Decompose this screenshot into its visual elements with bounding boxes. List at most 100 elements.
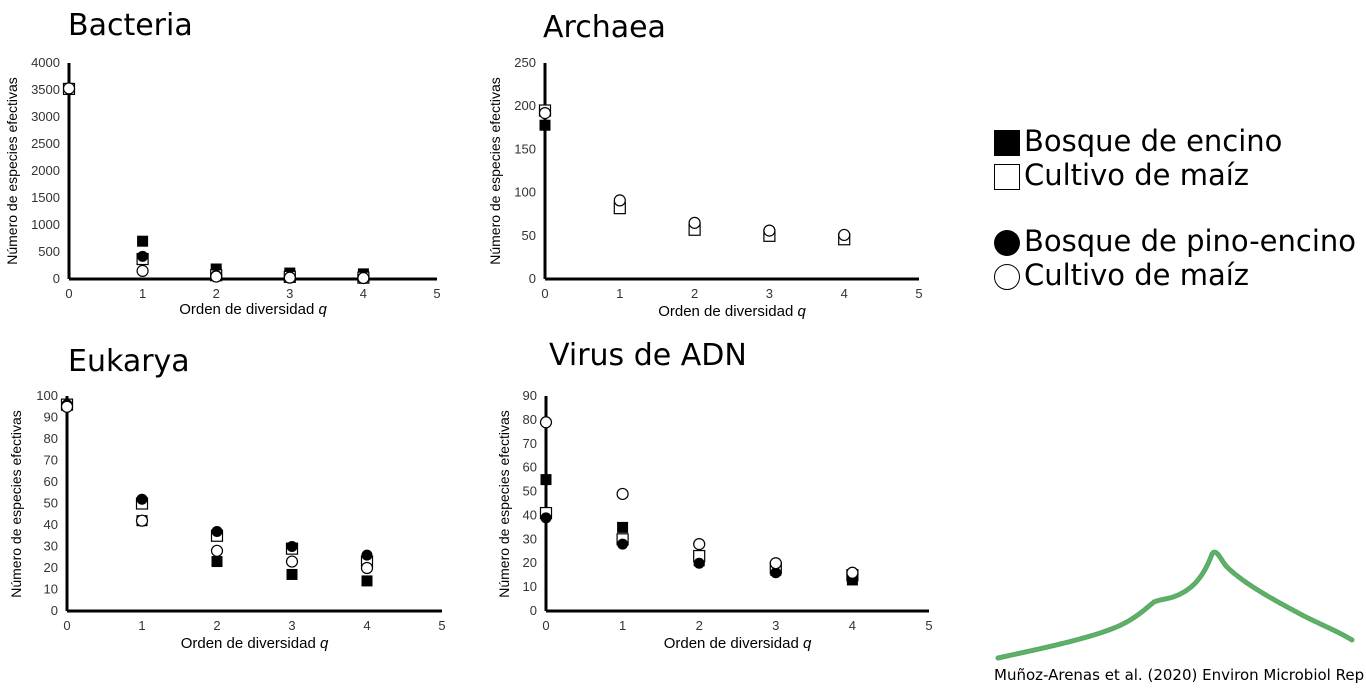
chart-title: Bacteria xyxy=(68,8,193,43)
x-tick-label: 2 xyxy=(696,618,703,633)
open-circle-marker xyxy=(283,271,296,284)
decorative-curve xyxy=(995,549,1355,661)
filled-circle-marker xyxy=(540,512,552,524)
y-tick-label: 40 xyxy=(44,517,58,532)
y-tick-label: 70 xyxy=(44,453,58,468)
x-tick-label: 1 xyxy=(619,618,626,633)
x-tick-label: 5 xyxy=(433,286,440,301)
y-tick-label: 20 xyxy=(44,560,58,575)
y-tick-label: 70 xyxy=(523,436,537,451)
filled-circle-marker xyxy=(137,250,149,262)
open-circle-marker xyxy=(846,566,859,579)
x-tick-label: 5 xyxy=(438,618,445,633)
y-tick-label: 2500 xyxy=(31,136,60,151)
x-tick-label: 2 xyxy=(213,286,220,301)
open-circle-marker xyxy=(210,270,223,283)
filled-circle-marker xyxy=(617,538,629,550)
x-tick-label: 2 xyxy=(691,286,698,301)
chart-title: Virus de ADN xyxy=(549,338,747,373)
open-circle-marker xyxy=(769,557,782,570)
x-tick-label: 5 xyxy=(925,618,932,633)
y-tick-label: 4000 xyxy=(31,55,60,70)
y-tick-label: 60 xyxy=(44,474,58,489)
x-axis-label: Orden de diversidad q xyxy=(664,635,812,652)
x-tick-label: 4 xyxy=(849,618,856,633)
x-tick-label: 0 xyxy=(65,286,72,301)
open-circle-marker xyxy=(693,538,706,551)
open-circle-marker xyxy=(360,561,374,575)
y-tick-label: 500 xyxy=(38,244,60,259)
legend-label: Cultivo de maíz xyxy=(1024,258,1250,292)
filled-square-marker xyxy=(210,263,222,275)
y-tick-label: 100 xyxy=(514,185,536,200)
chart-panel-virus: Virus de ADN 0 1 2 3 4 5 0 10 20 30 40 50 60 70 80 90 Or… xyxy=(496,338,933,652)
filled-square-marker xyxy=(539,119,551,131)
decorative-curve-graphic xyxy=(995,549,1355,661)
x-axis-label: Orden de diversidad q xyxy=(179,301,327,318)
y-axis-label: Número de especies efectivas xyxy=(487,77,503,265)
y-tick-label: 150 xyxy=(514,141,536,156)
y-tick-label: 30 xyxy=(523,531,537,546)
y-tick-label: 2000 xyxy=(31,163,60,178)
y-tick-label: 40 xyxy=(523,507,537,522)
y-tick-label: 250 xyxy=(514,55,536,70)
y-tick-label: 10 xyxy=(44,582,58,597)
y-tick-label: 50 xyxy=(522,228,536,243)
open-circle-marker xyxy=(613,194,626,207)
y-tick-label: 90 xyxy=(523,388,537,403)
decorative-curve-core xyxy=(997,551,1353,659)
filled-circle-marker xyxy=(361,549,373,561)
chart-panel-bacteria: Bacteria 0 1 2 3 4 5 0 500 1000 1500 2000 2500 3000 3… xyxy=(0,0,470,330)
filled-square-marker xyxy=(361,575,373,587)
y-axis-label: Número de especies efectivas xyxy=(496,410,512,598)
open-circle-marker xyxy=(135,514,149,527)
y-tick-label: 3500 xyxy=(31,82,60,97)
y-tick-label: 0 xyxy=(530,603,537,618)
y-tick-label: 3000 xyxy=(31,109,60,124)
x-tick-label: 3 xyxy=(286,286,293,301)
open-circle-marker xyxy=(688,216,701,229)
filled-circle-marker xyxy=(286,541,298,552)
open-circle-marker xyxy=(357,271,370,285)
filled-circle-marker xyxy=(211,525,223,537)
x-tick-label: 2 xyxy=(213,618,220,633)
open-circle-marker xyxy=(838,228,851,242)
x-tick-label: 0 xyxy=(542,618,549,633)
x-tick-label: 4 xyxy=(841,286,848,301)
y-tick-label: 90 xyxy=(44,410,58,425)
y-tick-label: 1000 xyxy=(31,217,60,232)
chart-title: Archaea xyxy=(543,10,666,45)
filled-square-marker xyxy=(286,568,298,580)
filled-square-marker xyxy=(137,235,149,247)
y-tick-label: 100 xyxy=(36,388,58,403)
x-tick-label: 0 xyxy=(541,286,548,301)
filled-square-icon xyxy=(994,130,1020,156)
citation: Muñoz-Arenas et al. (2020) Environ Micro… xyxy=(994,666,1365,684)
chart-panel-eukarya: Eukarya 0 1 2 3 4 5 0 10 20 30 40 50 60 70 80 90 100 Orde… xyxy=(0,0,470,688)
y-tick-label: 80 xyxy=(523,412,537,427)
y-tick-label: 1500 xyxy=(31,190,60,205)
x-tick-label: 3 xyxy=(772,618,779,633)
filled-circle-marker xyxy=(770,567,782,579)
y-axis-label: Número de especies efectivas xyxy=(8,410,24,598)
filled-circle-icon xyxy=(994,230,1020,256)
open-circle-marker xyxy=(539,416,553,429)
open-circle-marker xyxy=(538,107,552,120)
open-circle-marker xyxy=(210,544,224,557)
y-tick-label: 200 xyxy=(514,98,536,113)
x-axis-label: Orden de diversidad q xyxy=(181,635,329,652)
x-tick-label: 4 xyxy=(360,286,367,301)
open-square-icon xyxy=(994,164,1020,190)
x-tick-label: 4 xyxy=(363,618,370,633)
open-circle-marker xyxy=(136,264,149,277)
x-tick-label: 5 xyxy=(915,286,922,301)
legend-label: Bosque de pino-encino xyxy=(1024,224,1356,258)
open-circle-marker xyxy=(60,400,74,413)
y-tick-label: 50 xyxy=(523,484,537,499)
x-tick-label: 1 xyxy=(139,286,146,301)
chart-panel-archaea: Archaea 0 1 2 3 4 5 0 50 100 150 200 250 Orden de di… xyxy=(0,0,960,330)
y-tick-label: 50 xyxy=(44,496,58,511)
y-tick-label: 30 xyxy=(44,539,58,554)
